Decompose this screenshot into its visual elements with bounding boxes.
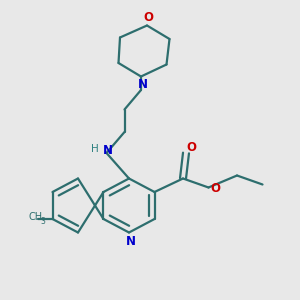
Text: O: O <box>210 182 220 195</box>
Text: 3: 3 <box>41 217 46 226</box>
Text: O: O <box>186 141 197 154</box>
Text: CH: CH <box>28 212 43 223</box>
Text: N: N <box>137 78 148 92</box>
Text: H: H <box>91 143 98 154</box>
Text: N: N <box>103 144 113 157</box>
Text: N: N <box>125 235 136 248</box>
Text: O: O <box>143 11 154 24</box>
